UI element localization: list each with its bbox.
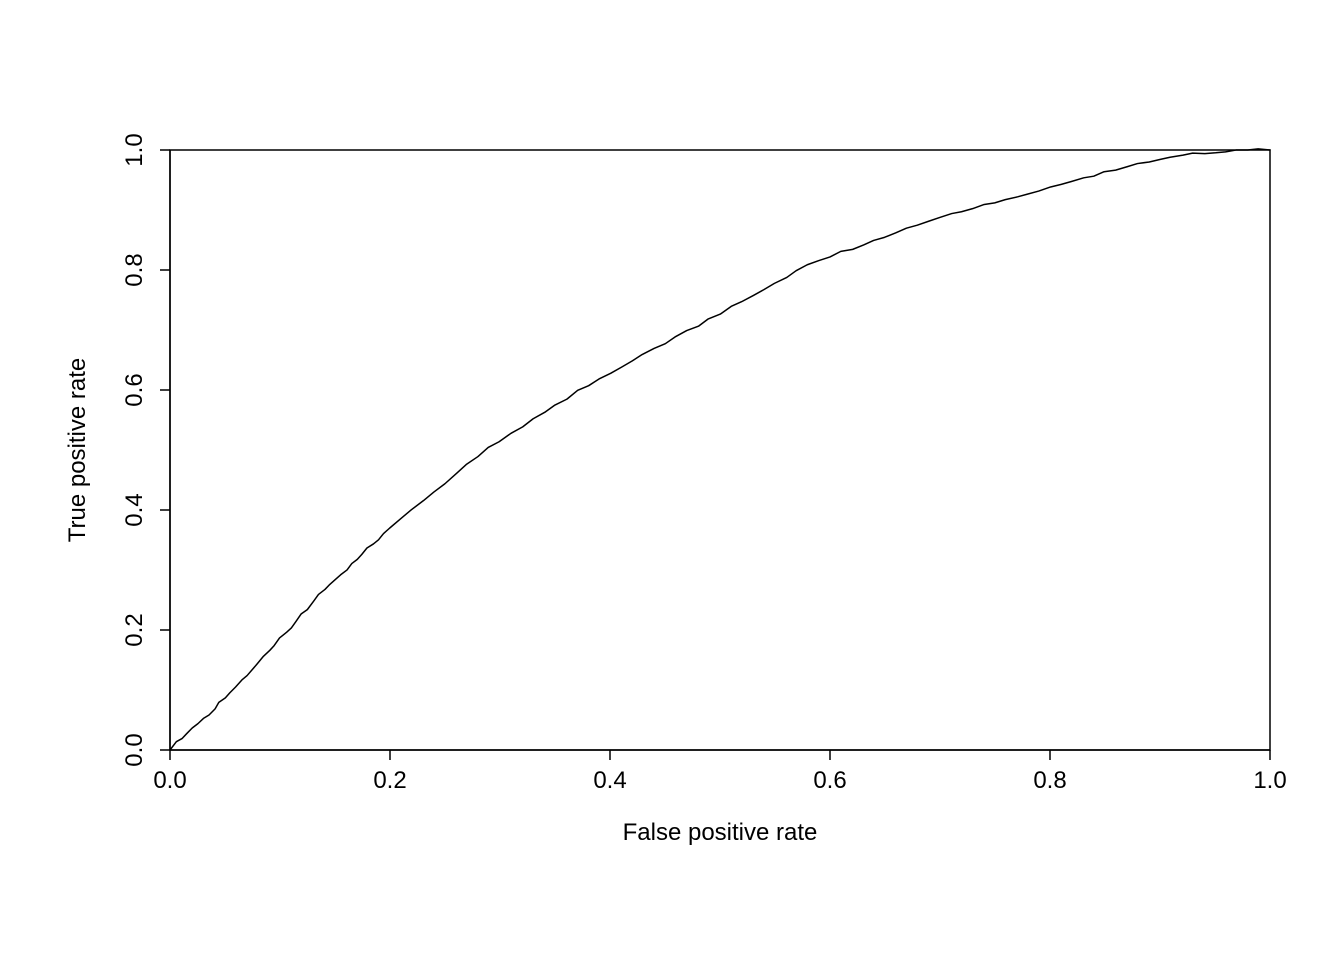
y-tick-label: 0.8 — [121, 253, 148, 286]
x-tick-label: 0.6 — [813, 767, 846, 794]
roc-chart: 0.0 0.2 0.4 0.6 0.8 1.0 0.0 0.2 0.4 0.6 0.8 1.0 Fals… — [0, 0, 1344, 960]
y-tick-label: 0.6 — [121, 373, 148, 406]
x-tick-label: 0.2 — [373, 767, 406, 794]
y-tick-label: 0.0 — [121, 733, 148, 766]
y-tick-label: 1.0 — [121, 133, 148, 166]
roc-chart-svg: 0.0 0.2 0.4 0.6 0.8 1.0 0.0 0.2 0.4 0.6 0.8 1.0 Fals… — [0, 0, 1344, 960]
x-tick-label: 0.8 — [1033, 767, 1066, 794]
y-tick-label: 0.4 — [121, 493, 148, 526]
x-tick-label: 1.0 — [1253, 767, 1286, 794]
x-axis-label: False positive rate — [623, 819, 818, 846]
plot-box — [170, 150, 1270, 750]
roc-curve — [170, 149, 1270, 750]
y-axis-label: True positive rate — [64, 358, 91, 543]
y-tick-label: 0.2 — [121, 613, 148, 646]
x-tick-label: 0.4 — [593, 767, 626, 794]
x-tick-label: 0.0 — [153, 767, 186, 794]
